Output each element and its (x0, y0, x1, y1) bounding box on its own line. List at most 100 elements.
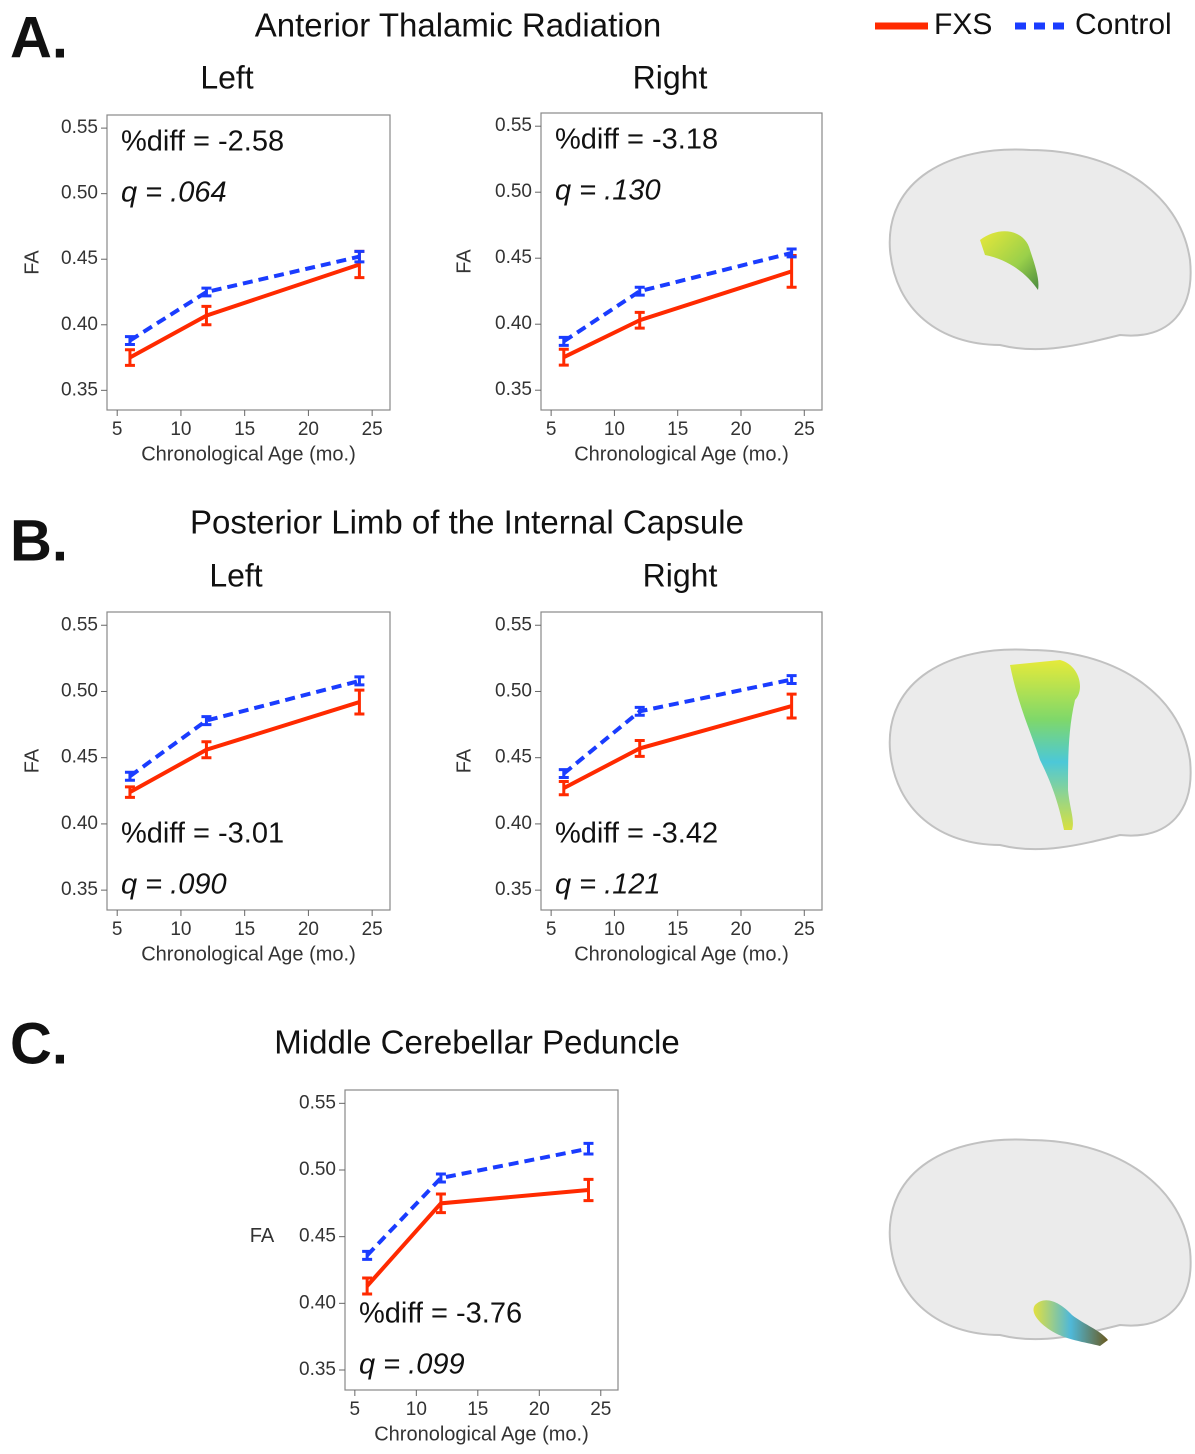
plot-frame (344, 1089, 619, 1391)
annotation: q = .099 (359, 1349, 465, 1381)
x-tick-label: 15 (234, 919, 255, 940)
panel-label: C. (10, 1011, 68, 1076)
y-axis-label: FA (453, 748, 475, 773)
error-bar (558, 335, 569, 347)
chart-title: Left (200, 59, 253, 95)
x-tick-label: 15 (234, 419, 255, 440)
x-tick-label: 20 (298, 919, 319, 940)
x-axis-label: Chronological Age (mo.) (141, 443, 356, 465)
brain-b (888, 648, 1192, 851)
series-line (562, 704, 793, 790)
series-line (128, 700, 361, 794)
brain-a (888, 148, 1192, 351)
x-tick-label: 10 (170, 419, 191, 440)
series-line (562, 677, 793, 776)
error-bar (634, 705, 645, 717)
x-tick-label: 25 (794, 419, 815, 440)
x-tick-label: 5 (112, 919, 123, 940)
series-line (365, 1188, 589, 1288)
chart: Right 0.35 0.40 0.45 0.50 0.55 5 10 15 20 25Chrono… (453, 557, 823, 965)
chart-title: Right (633, 59, 708, 95)
series-line (128, 678, 360, 778)
error-bar (124, 348, 135, 367)
error-bar (786, 247, 797, 259)
plot-frame (106, 611, 391, 911)
x-tick-label: 20 (529, 1399, 550, 1420)
error-bar (558, 768, 569, 780)
y-tick-label: 0.50 (61, 680, 98, 701)
x-tick-label: 15 (667, 919, 688, 940)
legend-label: Control (1075, 8, 1172, 41)
y-tick-label: 0.35 (495, 379, 532, 400)
error-bar (583, 1177, 594, 1203)
y-axis-label: FA (21, 250, 43, 275)
x-tick-label: 5 (546, 419, 557, 440)
error-bar (201, 304, 212, 327)
x-tick-label: 20 (730, 919, 751, 940)
legend-label: FXS (934, 8, 992, 41)
y-tick-label: 0.35 (495, 879, 532, 900)
y-tick-label: 0.45 (61, 248, 98, 269)
y-tick-label: 0.55 (61, 614, 98, 635)
x-axis-label: Chronological Age (mo.) (141, 943, 356, 965)
error-bar (786, 674, 797, 686)
x-tick-label: 15 (667, 419, 688, 440)
error-bar (201, 715, 212, 727)
y-axis-label: FA (21, 748, 43, 773)
annotation: q = .064 (121, 177, 227, 209)
error-bar (201, 740, 212, 760)
y-tick-label: 0.50 (61, 183, 98, 204)
x-tick-label: 25 (362, 419, 383, 440)
error-bar (362, 1249, 373, 1261)
annotation: %diff = -3.01 (121, 818, 284, 850)
x-tick-label: 10 (604, 419, 625, 440)
x-tick-label: 20 (730, 419, 751, 440)
y-tick-label: 0.50 (495, 680, 532, 701)
x-tick-label: 25 (794, 919, 815, 940)
x-tick-label: 15 (467, 1399, 488, 1420)
error-bar (124, 335, 135, 346)
y-tick-label: 0.55 (61, 117, 98, 138)
plot-frame (540, 112, 823, 411)
x-tick-label: 20 (298, 419, 319, 440)
error-bar (354, 249, 365, 264)
x-tick-label: 10 (170, 919, 191, 940)
annotation: q = .121 (555, 869, 661, 901)
y-tick-label: 0.40 (61, 314, 98, 335)
series-line (365, 1146, 589, 1257)
error-bar (634, 738, 645, 758)
error-bar (201, 286, 212, 298)
x-axis-label: Chronological Age (mo.) (574, 943, 789, 965)
x-tick-label: 5 (112, 419, 123, 440)
chart: Left 0.35 0.40 0.45 0.50 0.55 5 10 15 20 25 Chronol… (21, 557, 391, 965)
annotation: %diff = -2.58 (121, 126, 284, 158)
error-bar (124, 785, 135, 799)
x-axis-label: Chronological Age (mo.) (374, 1423, 589, 1445)
y-tick-label: 0.40 (495, 313, 532, 334)
error-bar (634, 285, 645, 297)
chart-title: Right (643, 557, 718, 593)
x-tick-label: 10 (604, 919, 625, 940)
y-tick-label: 0.50 (495, 181, 532, 202)
x-axis-label: Chronological Age (mo.) (574, 443, 789, 465)
error-bar (634, 310, 645, 330)
y-tick-label: 0.40 (299, 1292, 336, 1313)
series-line (128, 262, 361, 360)
x-tick-label: 5 (350, 1399, 361, 1420)
error-bar (558, 780, 569, 797)
error-bar (435, 1172, 446, 1184)
series-line (562, 250, 793, 344)
error-bar (435, 1192, 446, 1215)
error-bar (354, 675, 365, 687)
y-tick-label: 0.45 (299, 1226, 336, 1247)
y-tick-label: 0.55 (495, 614, 532, 635)
error-bar (124, 770, 135, 782)
series-line (128, 254, 360, 343)
panel-title: Anterior Thalamic Radiation (255, 7, 662, 44)
error-bar (583, 1141, 594, 1156)
x-tick-label: 5 (546, 919, 557, 940)
panel-title: Posterior Limb of the Internal Capsule (190, 504, 744, 541)
error-bar (362, 1276, 373, 1296)
annotation: q = .130 (555, 175, 661, 207)
